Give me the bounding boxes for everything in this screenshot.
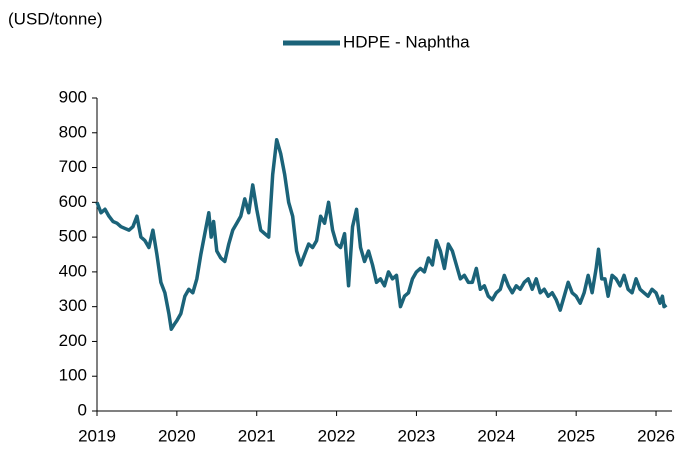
y-tick-label: 300 <box>59 296 87 315</box>
y-tick-label: 600 <box>59 192 87 211</box>
x-tick-label: 2020 <box>158 426 196 445</box>
y-tick-label: 900 <box>59 87 87 106</box>
x-tick-label: 2023 <box>398 426 436 445</box>
y-tick-label: 800 <box>59 122 87 141</box>
y-tick-label: 0 <box>78 400 87 419</box>
data-line <box>95 137 668 332</box>
x-tick-label: 2022 <box>318 426 356 445</box>
y-tick-label: 700 <box>59 157 87 176</box>
y-axis-label: (USD/tonne) <box>8 9 102 28</box>
y-tick-label: 400 <box>59 261 87 280</box>
x-tick-label: 2019 <box>78 426 116 445</box>
x-tick-label: 2021 <box>238 426 276 445</box>
legend-label: HDPE - Naphtha <box>343 32 470 51</box>
x-tick-label: 2024 <box>477 426 515 445</box>
x-tick-label: 2025 <box>557 426 595 445</box>
y-tick-label: 500 <box>59 227 87 246</box>
y-tick-label: 200 <box>59 331 87 350</box>
y-tick-label: 100 <box>59 366 87 385</box>
x-tick-label: 2026 <box>637 426 675 445</box>
